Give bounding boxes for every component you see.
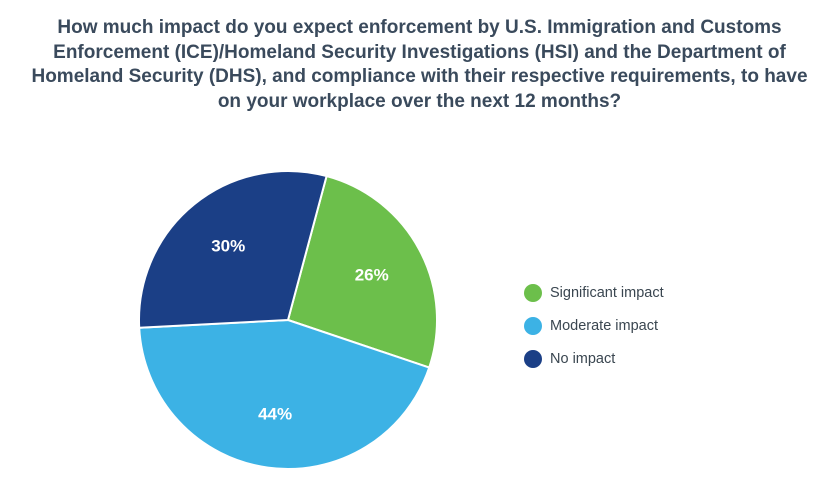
legend-swatch: [524, 316, 542, 335]
slice-label-moderate-impact: 44%: [258, 405, 292, 424]
legend-label: Moderate impact: [550, 317, 658, 334]
legend-label: Significant impact: [550, 284, 664, 301]
slice-labels: 26% 44% 30%: [211, 237, 389, 424]
pie-slice-significant-impact: [287, 175, 438, 369]
slice-label-significant-impact: 26%: [355, 266, 389, 285]
legend-item-moderate-impact: Moderate impact: [524, 309, 664, 342]
pie-slice-no-impact: [138, 170, 328, 329]
legend: Significant impact Moderate impact No impa…: [524, 276, 664, 375]
chart-title: How much impact do you expect enforcemen…: [31, 17, 808, 112]
legend-item-no-impact: No impact: [524, 342, 664, 375]
pie-slice-moderate-impact: [138, 319, 431, 470]
slice-label-no-impact: 30%: [211, 237, 245, 256]
pie-slices: [138, 170, 438, 470]
legend-swatch: [524, 283, 542, 302]
legend-label: No impact: [550, 350, 616, 367]
legend-item-significant-impact: Significant impact: [524, 276, 664, 309]
legend-swatch: [524, 349, 542, 368]
